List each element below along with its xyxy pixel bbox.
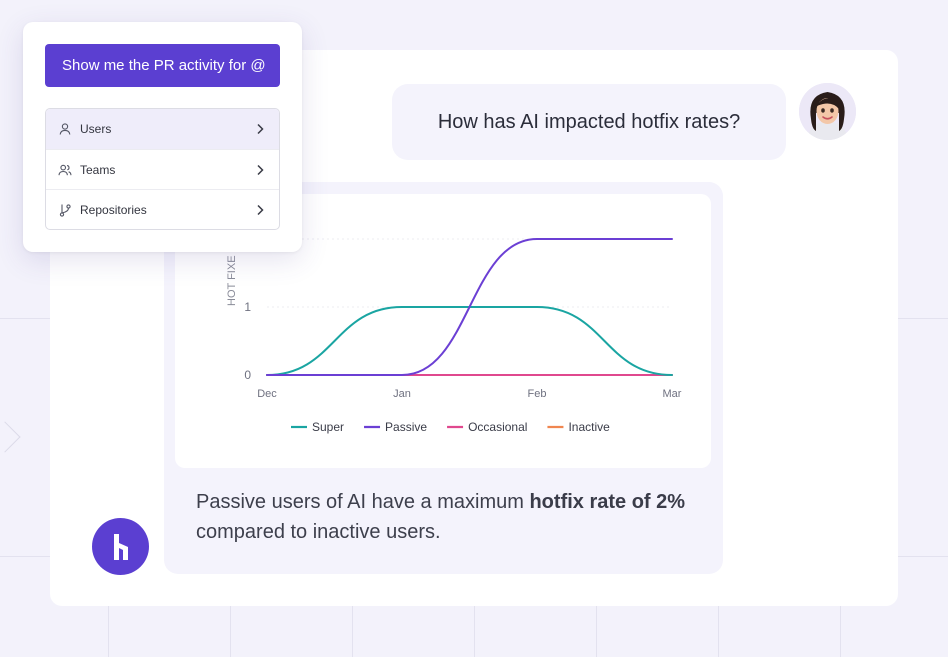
chevron-right-icon bbox=[257, 123, 264, 135]
menu-item-repositories[interactable]: Repositories bbox=[46, 189, 279, 229]
menu-item-users[interactable]: Users bbox=[46, 109, 279, 149]
y-axis-label: HOT FIXE bbox=[226, 255, 238, 306]
menu-item-label: Teams bbox=[80, 162, 116, 177]
menu-item-label: Users bbox=[80, 122, 112, 136]
x-tick-label: Jan bbox=[393, 388, 411, 400]
y-tick-label: 0 bbox=[244, 368, 251, 382]
user-avatar bbox=[799, 83, 856, 140]
y-tick-label: 1 bbox=[244, 300, 251, 314]
legend-label-occasional: Occasional bbox=[468, 420, 527, 434]
x-tick-label: Mar bbox=[663, 388, 682, 400]
legend-label-passive: Passive bbox=[385, 420, 427, 434]
answer-highlight: hotfix rate of 2% bbox=[529, 491, 686, 513]
hotfix-line-chart: 0 1 Dec Jan Feb Mar HOT FIXE Super Passive Occ… bbox=[226, 238, 682, 434]
git-branch-icon bbox=[58, 203, 72, 217]
bg-grid-line bbox=[718, 600, 719, 657]
avatar-image bbox=[799, 83, 856, 140]
users-icon bbox=[58, 163, 72, 177]
bg-grid-line bbox=[840, 600, 841, 657]
legend-label-inactive: Inactive bbox=[568, 420, 610, 434]
menu-item-label: Repositories bbox=[80, 202, 147, 217]
chevron-right-icon bbox=[257, 164, 264, 176]
menu-item-teams[interactable]: Teams bbox=[46, 149, 279, 189]
bg-grid-line bbox=[596, 600, 597, 657]
series-line-super bbox=[266, 306, 673, 376]
user-message-text: How has AI impacted hotfix rates? bbox=[437, 110, 741, 133]
bg-grid-line bbox=[108, 600, 109, 657]
legend-label-super: Super bbox=[312, 420, 344, 434]
answer-text-part: Passive users of AI have a maximum bbox=[196, 491, 530, 513]
chevron-right-icon bbox=[257, 204, 264, 216]
assistant-avatar bbox=[92, 518, 149, 575]
bg-chevron-icon bbox=[0, 421, 21, 453]
bg-grid-line bbox=[230, 600, 231, 657]
bg-grid-line bbox=[474, 600, 475, 657]
series-line-passive bbox=[266, 238, 673, 376]
answer-text-part: compared to inactive users. bbox=[196, 521, 441, 543]
bg-grid-line bbox=[352, 600, 353, 657]
user-message: How has AI impacted hotfix rates? bbox=[392, 84, 786, 160]
x-tick-label: Dec bbox=[257, 388, 277, 400]
user-icon bbox=[58, 122, 72, 136]
assistant-message-text: Passive users of AI have a maximum hotfi… bbox=[196, 487, 696, 547]
bolt-logo-icon bbox=[113, 533, 128, 560]
prompt-suggestion-button[interactable]: Show me the PR activity for @ bbox=[45, 44, 280, 87]
x-tick-label: Feb bbox=[528, 388, 547, 400]
mention-options-list: Users Teams Repositories bbox=[45, 108, 280, 230]
